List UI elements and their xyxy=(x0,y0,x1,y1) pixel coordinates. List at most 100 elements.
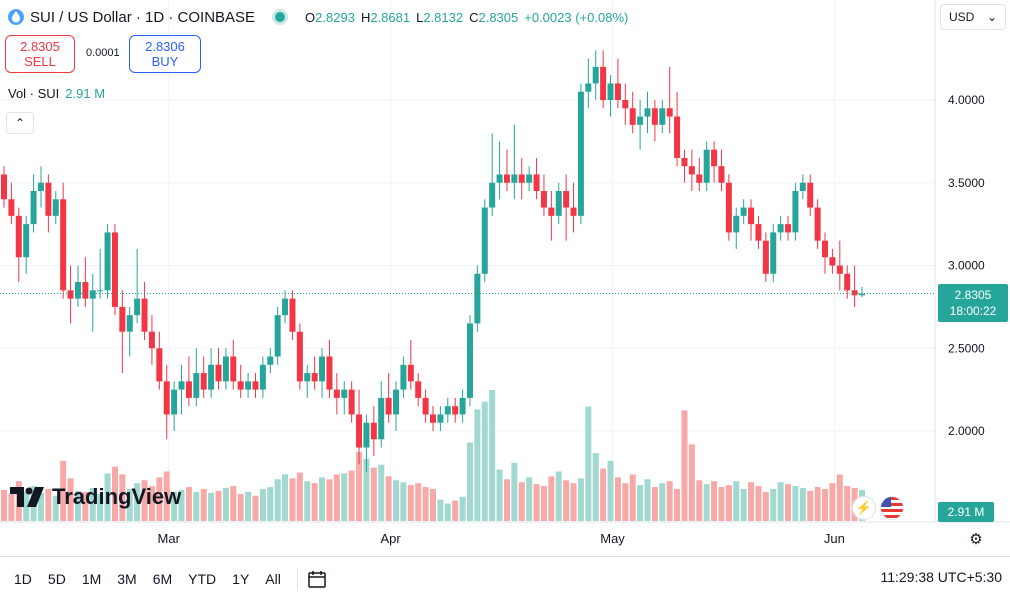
candle-body xyxy=(481,207,488,274)
currency-select[interactable]: USD ⌄ xyxy=(940,4,1006,30)
candle-body xyxy=(703,149,710,183)
volume-bar xyxy=(614,477,621,521)
range-1d-button[interactable]: 1D xyxy=(14,570,32,587)
volume-bar xyxy=(533,484,540,521)
candle-body xyxy=(245,381,252,390)
open-label: O xyxy=(305,9,316,25)
bar-countdown: 18:00:22 xyxy=(949,304,997,318)
x-tick-label: Jun xyxy=(824,531,845,546)
volume-bar xyxy=(674,488,681,521)
volume-bar xyxy=(326,479,333,521)
candle-body xyxy=(762,240,769,274)
sui-logo-icon xyxy=(8,9,24,25)
volume-bar xyxy=(289,478,296,521)
volume-bar xyxy=(311,483,318,521)
range-5d-button[interactable]: 5D xyxy=(47,570,66,587)
candle-body xyxy=(82,282,89,299)
symbol-title[interactable]: SUI / US Dollar · 1D · COINBASE xyxy=(30,8,256,26)
candle-body xyxy=(792,191,799,233)
candle-body xyxy=(148,331,155,349)
candle-body xyxy=(600,66,607,100)
change-value: +0.0023 (+0.08%) xyxy=(524,9,629,25)
candle-body xyxy=(208,364,215,390)
buy-button[interactable]: 2.8306 BUY xyxy=(129,35,201,73)
volume-bar xyxy=(548,476,555,521)
candle-body xyxy=(1,174,7,200)
volume-bar xyxy=(156,477,163,521)
price-candles[interactable] xyxy=(1,50,865,473)
candle-body xyxy=(681,157,688,167)
volume-bar xyxy=(422,487,429,521)
volume-bar xyxy=(274,479,281,521)
volume-bar xyxy=(222,488,229,521)
candle-body xyxy=(444,406,451,415)
volume-bar xyxy=(252,495,259,521)
candle-body xyxy=(814,207,821,241)
volume-bar xyxy=(659,483,666,521)
candle-body xyxy=(844,273,851,291)
bottom-toolbar: 1D 5D 1M 3M 6M YTD 1Y All 11:29:38 UTC+5… xyxy=(0,556,1010,600)
volume-bar xyxy=(163,471,170,521)
candle-body xyxy=(23,224,30,258)
volume-bar xyxy=(452,500,459,521)
calendar-goto-icon[interactable] xyxy=(306,568,328,590)
volume-bar xyxy=(844,486,851,521)
candle-body xyxy=(60,199,67,291)
range-3m-button[interactable]: 3M xyxy=(117,570,137,587)
candle-body xyxy=(111,232,118,307)
volume-bar xyxy=(622,483,629,521)
sell-button[interactable]: 2.8305 SELL xyxy=(5,35,75,73)
settings-icon[interactable]: ⚙ xyxy=(969,531,983,548)
price-axis[interactable]: 4.0000 3.5000 3.0000 2.5000 2.0000 xyxy=(948,93,985,438)
volume-bar xyxy=(777,482,784,521)
range-1y-button[interactable]: 1Y xyxy=(232,570,250,587)
volume-bar xyxy=(185,487,192,521)
candle-body xyxy=(185,381,192,398)
candle-body xyxy=(785,224,792,233)
us-flag-icon[interactable] xyxy=(880,496,904,520)
candle-body xyxy=(533,174,540,192)
volume-bar xyxy=(681,410,688,521)
x-tick-label: Mar xyxy=(158,531,181,546)
range-all-button[interactable]: All xyxy=(265,570,281,587)
ohlc-values: O2.8293 H2.8681 L2.8132 C2.8305 +0.0023 … xyxy=(305,10,628,25)
candle-body xyxy=(348,389,355,415)
volume-tag: 2.91 M xyxy=(938,502,994,522)
volume-bar xyxy=(407,485,414,521)
candlestick-chart[interactable]: 4.0000 3.5000 3.0000 2.5000 2.0000 Mar Apr May… xyxy=(0,0,1010,556)
volume-bar xyxy=(637,485,644,521)
candle-body xyxy=(829,257,836,266)
symbol-header: SUI / US Dollar · 1D · COINBASE O2.8293 … xyxy=(8,6,628,28)
candle-body xyxy=(437,414,444,423)
candle-body xyxy=(393,389,400,415)
time-axis[interactable]: Mar Apr May Jun xyxy=(158,531,845,546)
candle-body xyxy=(711,149,718,167)
flash-icon[interactable]: ⚡ xyxy=(852,496,876,520)
candle-body xyxy=(659,108,666,125)
tradingview-logo[interactable]: TradingView xyxy=(10,484,181,510)
candle-body xyxy=(474,273,481,324)
range-ytd-button[interactable]: YTD xyxy=(188,570,217,587)
range-1m-button[interactable]: 1M xyxy=(81,570,102,587)
volume-bar xyxy=(74,490,81,521)
volume-bar xyxy=(333,474,340,521)
candle-body xyxy=(807,182,814,208)
candle-body xyxy=(688,166,695,175)
range-6m-button[interactable]: 6M xyxy=(152,570,173,587)
candle-body xyxy=(859,293,865,296)
volume-bar xyxy=(481,401,488,521)
candle-body xyxy=(311,373,318,382)
close-value: 2.8305 xyxy=(478,9,519,25)
volume-bar xyxy=(104,473,111,521)
low-value: 2.8132 xyxy=(423,9,464,25)
collapse-chevron-up-icon[interactable]: ⌃ xyxy=(6,112,34,134)
volume-bar xyxy=(45,488,52,521)
volume-bar xyxy=(37,492,44,521)
volume-bar xyxy=(82,491,89,521)
x-tick-label: May xyxy=(600,531,625,546)
toolbar-divider xyxy=(296,567,298,590)
candle-body xyxy=(526,174,533,183)
clock-display[interactable]: 11:29:38 UTC+5:30 xyxy=(880,569,1002,585)
candle-body xyxy=(718,166,725,183)
candle-body xyxy=(385,397,392,415)
